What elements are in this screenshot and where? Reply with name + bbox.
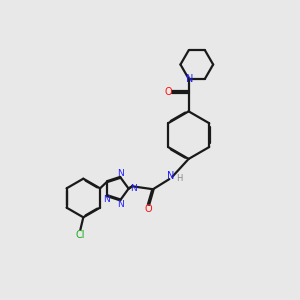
- Text: H: H: [176, 174, 182, 183]
- Text: N: N: [130, 184, 137, 193]
- Text: N: N: [185, 74, 193, 84]
- Text: O: O: [164, 87, 172, 97]
- Text: Cl: Cl: [76, 230, 85, 240]
- Text: N: N: [103, 195, 110, 204]
- Text: N: N: [118, 200, 124, 208]
- Text: N: N: [118, 169, 124, 178]
- Text: O: O: [145, 204, 152, 214]
- Text: N: N: [167, 171, 175, 181]
